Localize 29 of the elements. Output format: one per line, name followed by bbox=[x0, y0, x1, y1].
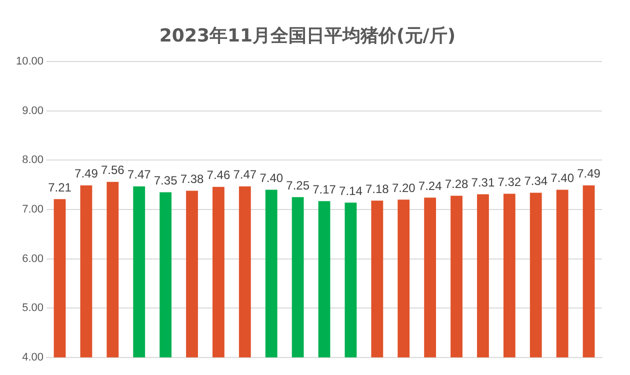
data-label: 7.21 bbox=[48, 180, 72, 194]
data-label: 7.31 bbox=[471, 176, 495, 190]
data-label: 7.17 bbox=[312, 182, 336, 196]
data-label: 7.40 bbox=[550, 171, 574, 186]
data-label: 7.14 bbox=[339, 184, 363, 198]
y-tick-label: 7.00 bbox=[22, 204, 44, 216]
data-label: 7.47 bbox=[233, 168, 257, 182]
data-label: 7.46 bbox=[206, 168, 230, 182]
y-tick-label: 5.00 bbox=[22, 302, 44, 314]
y-tick-label: 4.00 bbox=[22, 351, 44, 364]
y-tick-label: 6.00 bbox=[22, 252, 44, 265]
data-label: 7.49 bbox=[577, 166, 601, 181]
data-label: 7.18 bbox=[365, 182, 390, 196]
data-label: 7.47 bbox=[127, 168, 152, 182]
data-label: 7.20 bbox=[392, 180, 416, 195]
data-label: 7.32 bbox=[498, 175, 522, 190]
data-label: 7.28 bbox=[444, 177, 469, 192]
chart-title: 2023年11月全国日平均猪价(元/斤) bbox=[159, 25, 456, 46]
data-label: 7.25 bbox=[286, 178, 310, 192]
data-label: 7.24 bbox=[418, 178, 442, 193]
data-label: 7.34 bbox=[524, 174, 548, 188]
y-tick-label: 8.00 bbox=[22, 154, 44, 166]
data-label: 7.38 bbox=[180, 172, 204, 186]
data-label: 7.49 bbox=[74, 166, 98, 181]
data-label: 7.35 bbox=[154, 174, 178, 188]
y-tick-label: 9.00 bbox=[22, 104, 44, 117]
data-label: 7.56 bbox=[100, 163, 125, 178]
y-tick-label: 10.00 bbox=[16, 56, 44, 68]
data-label: 7.40 bbox=[260, 171, 284, 186]
